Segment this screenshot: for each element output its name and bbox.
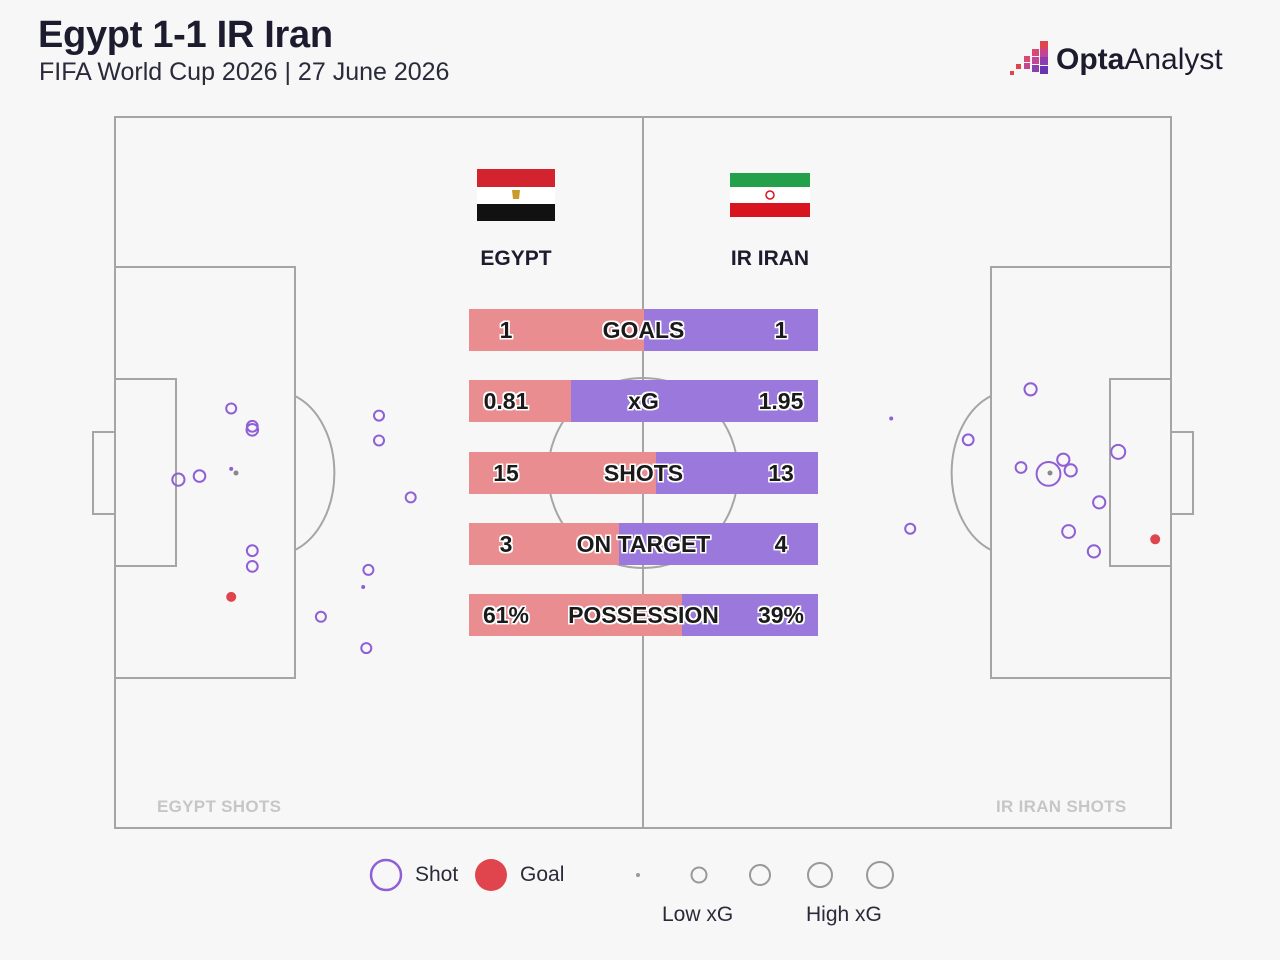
iran-shot-marker	[1014, 461, 1028, 474]
egypt-shot-marker	[192, 469, 207, 483]
egypt-bar	[469, 309, 644, 351]
iran-goal-marker	[1150, 534, 1161, 545]
egypt-shot-marker	[245, 423, 260, 437]
stat-label: xG	[628, 388, 659, 415]
iran-bar	[682, 594, 818, 636]
emblem-icon	[765, 190, 775, 200]
stat-row-shots: 15 SHOTS 13	[469, 451, 818, 494]
right-goal	[1170, 431, 1194, 515]
egypt-shot-marker	[362, 563, 375, 576]
stat-row-xg: 0.81 xG 1.95	[469, 380, 818, 423]
iran-value: 1.95	[758, 388, 804, 415]
iran-shot-marker	[1086, 544, 1102, 559]
egypt-shot-marker	[404, 491, 417, 504]
egypt-flag	[477, 169, 555, 221]
iran-value: 39%	[757, 602, 805, 628]
egypt-shot-marker	[373, 409, 385, 422]
team-name-egypt: EGYPT	[480, 247, 552, 270]
team-name-iran: IR IRAN	[730, 247, 810, 270]
iran-shot-marker	[1110, 443, 1127, 460]
left-goal	[92, 431, 116, 515]
iran-shot-marker	[1056, 452, 1071, 467]
iran-shot-marker	[904, 522, 917, 535]
iran-shot-marker	[1035, 461, 1062, 487]
left-six-yard-box	[114, 378, 177, 567]
iran-bar	[656, 451, 818, 494]
iran-shot-marker	[1092, 495, 1107, 510]
legend	[369, 858, 894, 892]
egypt-value: 0.81	[483, 388, 529, 415]
iran-bar	[619, 522, 818, 565]
iran-value: 13	[768, 459, 794, 486]
legend-high-xg-label: High xG	[806, 903, 882, 926]
egypt-shot-marker	[229, 466, 234, 471]
egypt-bar	[469, 522, 619, 565]
egypt-shot-marker	[171, 472, 186, 487]
egypt-shot-marker	[225, 402, 238, 415]
egypt-shot-marker	[361, 585, 366, 589]
legend-xg-size-2	[690, 866, 708, 884]
iran-bar	[571, 380, 818, 423]
legend-low-xg-label: Low xG	[662, 903, 734, 926]
legend-xg-size-3	[749, 864, 771, 886]
legend-shot-marker	[369, 858, 403, 892]
stat-label: GOALS	[602, 317, 685, 343]
legend-xg-size-4	[807, 862, 833, 888]
egypt-shot-marker	[314, 610, 327, 623]
egypt-goal-marker	[226, 591, 237, 602]
egypt-shot-marker	[360, 642, 373, 655]
stat-label: ON TARGET	[576, 530, 711, 557]
iran-value: 1	[774, 317, 788, 343]
page-subtitle: FIFA World Cup 2026 | 27 June 2026	[39, 58, 450, 86]
right-penalty-spot	[1047, 470, 1053, 476]
iran-shot-marker	[961, 433, 975, 447]
egypt-shots-label: EGYPT SHOTS	[157, 797, 282, 816]
egypt-value: 15	[493, 459, 519, 486]
egypt-shot-marker	[245, 560, 259, 573]
opta-logo-icon	[1010, 41, 1048, 75]
left-penalty-spot	[233, 470, 239, 476]
egypt-bar	[469, 380, 571, 423]
opta-analyst-logo: OptaAnalyst	[1010, 40, 1223, 80]
iran-shots-label: IR IRAN SHOTS	[996, 797, 1127, 816]
stat-row-on-target: 3 ON TARGET 4	[469, 522, 818, 565]
legend-shot-label: Shot	[415, 863, 459, 886]
legend-xg-size-5	[866, 861, 894, 889]
iran-bar	[644, 309, 818, 351]
egypt-value: 3	[499, 530, 513, 557]
right-six-yard-box	[1109, 378, 1172, 567]
iran-shot-marker	[889, 416, 894, 421]
left-penalty-arc	[294, 395, 336, 551]
iran-shot-marker	[1023, 382, 1038, 397]
shots-layer	[171, 382, 1161, 655]
iran-shot-marker	[1063, 463, 1078, 478]
eagle-icon	[512, 190, 520, 199]
egypt-bar	[469, 594, 682, 636]
iran-value: 4	[774, 530, 788, 557]
page-title: Egypt 1-1 IR Iran	[38, 14, 333, 56]
right-penalty-arc	[950, 395, 992, 551]
stat-row-goals: 1 GOALS 1	[469, 309, 818, 351]
egypt-shot-marker	[373, 434, 385, 447]
egypt-shot-marker	[245, 419, 259, 433]
stat-label: POSSESSION	[568, 602, 719, 628]
egypt-value: 1	[499, 317, 513, 343]
iran-shot-marker	[1061, 524, 1076, 539]
brand-name: OptaAnalyst	[1056, 43, 1223, 76]
egypt-shot-marker	[245, 544, 259, 558]
egypt-bar	[469, 451, 656, 494]
legend-xg-size-1	[636, 873, 640, 877]
stat-label: SHOTS	[603, 459, 684, 486]
stat-row-possession: 61% POSSESSION 39%	[469, 594, 818, 636]
iran-flag	[730, 173, 810, 217]
egypt-value: 61%	[482, 602, 530, 628]
legend-goal-label: Goal	[520, 863, 565, 886]
legend-goal-marker	[475, 859, 507, 891]
